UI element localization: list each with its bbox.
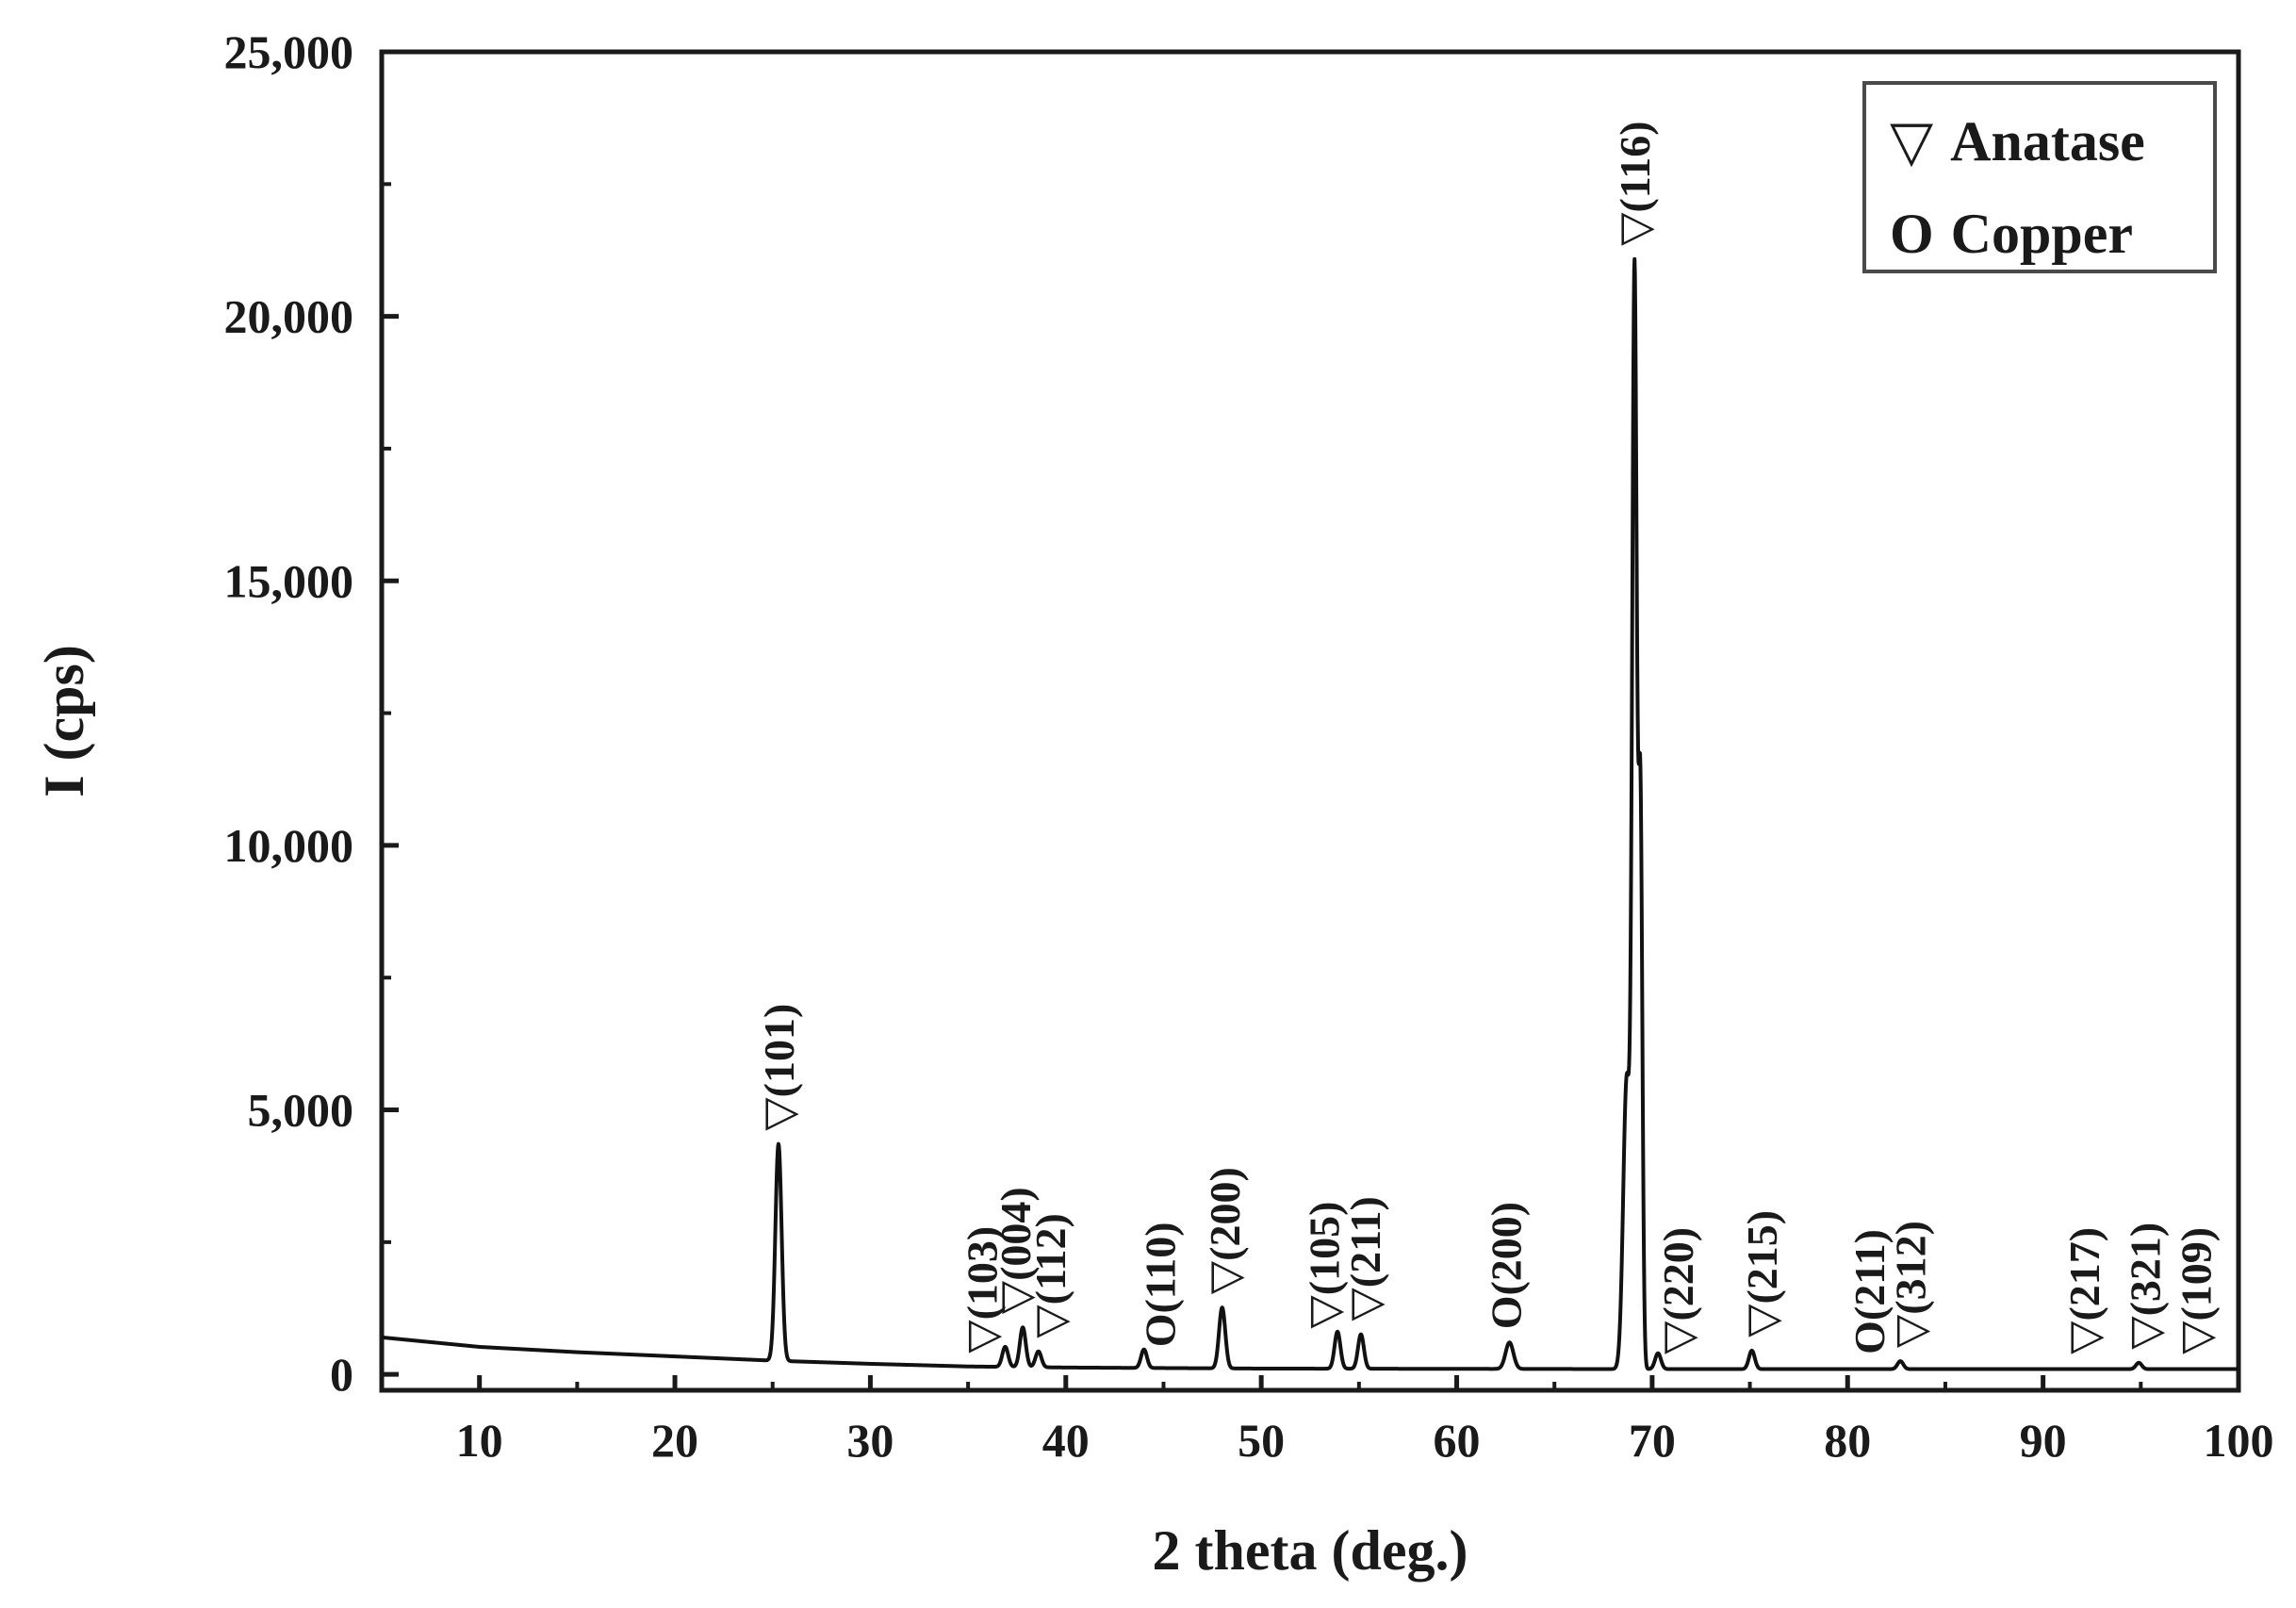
x-tick-label: 60 <box>1434 1414 1481 1467</box>
legend-symbol-copper: O <box>1890 203 1934 265</box>
legend-label-copper: Copper <box>1951 203 2133 265</box>
x-axis-title: 2 theta (deg.) <box>1153 1519 1468 1582</box>
x-tick-label: 40 <box>1042 1414 1090 1467</box>
legend-symbol-anatase: ▽ <box>1890 110 1933 172</box>
peak-label: ▽(116) <box>1611 121 1659 245</box>
legend-label-anatase: Anatase <box>1950 110 2145 172</box>
plot-area <box>379 49 2241 1393</box>
peak-label: ▽(200) <box>1201 1167 1249 1294</box>
y-tick-label: 15,000 <box>224 554 354 607</box>
x-tick-label: 30 <box>846 1414 894 1467</box>
peak-label: O(200) <box>1482 1202 1530 1329</box>
y-tick-label: 25,000 <box>224 25 354 78</box>
legend-entry-anatase: ▽ Anatase <box>1890 110 2145 172</box>
legend: ▽ Anatase O Copper <box>1862 81 2217 273</box>
peak-label: ▽(101) <box>755 1004 803 1131</box>
plot-frame <box>379 49 2241 1393</box>
peak-label: ▽(004) <box>992 1187 1040 1314</box>
peak-label: ▽(112) <box>1026 1213 1074 1337</box>
peak-label: ▽(103) <box>959 1226 1007 1354</box>
x-tick-label: 20 <box>651 1414 698 1467</box>
peak-label: ▽(312) <box>1887 1221 1935 1348</box>
peak-label: ▽(211) <box>1341 1196 1389 1321</box>
peak-label: ▽(217) <box>2060 1227 2108 1354</box>
y-tick-label: 5,000 <box>248 1084 354 1137</box>
legend-entry-copper: O Copper <box>1890 203 2133 265</box>
x-tick-label: 80 <box>1824 1414 1871 1467</box>
y-tick-label: 10,000 <box>224 819 354 872</box>
peak-label: ▽(109) <box>2172 1227 2220 1354</box>
x-tick-label: 90 <box>2020 1414 2067 1467</box>
peak-label: O(211) <box>1845 1229 1894 1354</box>
y-tick-label: 0 <box>330 1348 353 1401</box>
x-tick-label: 70 <box>1629 1414 1676 1467</box>
peak-label: O(110) <box>1136 1222 1184 1347</box>
y-tick-label: 20,000 <box>224 290 354 343</box>
peak-label: ▽(220) <box>1654 1227 1702 1354</box>
peak-label: ▽(321) <box>2122 1222 2170 1350</box>
x-tick-label: 100 <box>2204 1414 2274 1467</box>
peak-annotations: ▽(101) ▽(103)▽(004)▽(112) O(110) ▽(200) ▽(10… <box>755 121 2220 1354</box>
legend-box <box>1862 81 2217 273</box>
y-axis-title: I (cps) <box>33 645 95 797</box>
axis-ticks: 10 20 30 40 50 60 70 80 90 100 0 5,000 10,000 15,000 2… <box>224 25 2274 1467</box>
peak-label: ▽(105) <box>1301 1202 1349 1329</box>
x-tick-label: 10 <box>456 1414 503 1467</box>
x-tick-label: 50 <box>1238 1414 1285 1467</box>
peak-label: ▽(215) <box>1738 1210 1786 1337</box>
xrd-pattern-line <box>380 256 2240 1371</box>
